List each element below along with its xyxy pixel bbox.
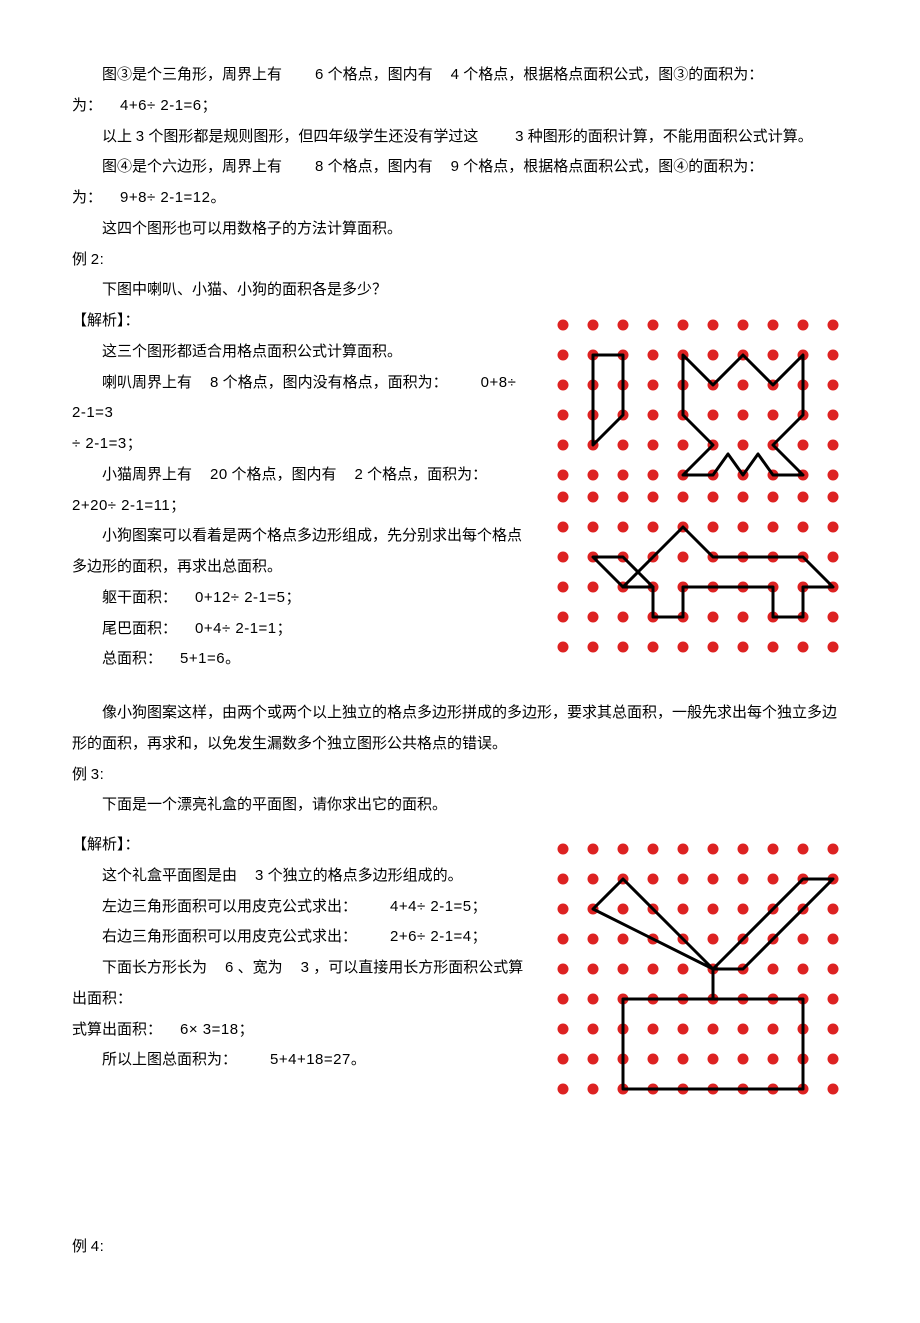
example-3-label: 例 3:	[72, 760, 848, 791]
example-2-label: 例 2:	[72, 245, 848, 276]
formula: 4+6÷ 2-1=6	[120, 97, 202, 114]
number: 3	[301, 959, 310, 976]
para-fig4-formula: 为：9+8÷ 2-1=12。	[72, 183, 848, 214]
para-note2: 这四个图形也可以用数格子的方法计算面积。	[72, 214, 848, 245]
dot-grid-figure-1	[548, 310, 848, 690]
number: 3	[515, 128, 524, 145]
text: 个格点，面积为：	[367, 467, 487, 483]
text: 、宽为	[238, 960, 283, 976]
text: 小猫周界上有	[102, 467, 192, 483]
formula: 5+4+18=27	[270, 1051, 351, 1068]
text: ；	[285, 590, 300, 606]
figure-horn-cat-dog	[548, 310, 848, 690]
text: ；	[472, 899, 487, 915]
text: 左边三角形面积可以用皮克公式求出：	[102, 899, 357, 915]
text: 。	[210, 190, 225, 206]
text: 右边三角形面积可以用皮克公式求出：	[102, 929, 357, 945]
number: 2	[354, 466, 363, 483]
text: 例	[72, 1239, 87, 1255]
text: ；	[239, 1022, 254, 1038]
text: ；	[472, 929, 487, 945]
number: 8	[210, 374, 219, 391]
text: 个格点，图内有	[231, 467, 336, 483]
text: ；	[277, 621, 292, 637]
formula: 0+4÷ 2-1=1	[195, 620, 277, 637]
text: 这个礼盒平面图是由	[102, 868, 237, 884]
text: 个格点，根据格点面积公式，图③的面积为：	[463, 67, 763, 83]
example-2-question: 下图中喇叭、小猫、小狗的面积各是多少？	[72, 275, 848, 306]
example-3-question: 下面是一个漂亮礼盒的平面图，请你求出它的面积。	[72, 790, 848, 821]
para-fig3: 图③是个三角形，周界上有 6 个格点，图内有 4 个格点，根据格点面积公式，图③的面…	[72, 60, 848, 91]
number: 3	[255, 867, 264, 884]
text: 个格点，图内没有格点，面积为：	[223, 375, 448, 391]
formula: 5+1=6	[180, 650, 225, 667]
formula: 4+4÷ 2-1=5	[390, 898, 472, 915]
text: 以上	[102, 129, 132, 145]
text: 尾巴面积：	[102, 621, 177, 637]
number: 20	[210, 466, 228, 483]
text: 躯干面积：	[102, 590, 177, 606]
text: 总面积：	[102, 651, 162, 667]
text: 。	[351, 1052, 366, 1068]
text: 。	[225, 651, 240, 667]
text: 个图形都是规则图形，但四年级学生还没有学过这	[148, 129, 478, 145]
para-fig3-formula: 为：4+6÷ 2-1=6；	[72, 91, 848, 122]
formula: 9+8÷ 2-1=12	[120, 189, 210, 206]
text: 种图形的面积计算，不能用面积公式计算。	[528, 129, 813, 145]
text: 个格点，图内有	[328, 67, 433, 83]
formula: 0+12÷ 2-1=5	[195, 589, 285, 606]
formula: 6× 3=18	[180, 1021, 239, 1038]
text: 例	[72, 767, 87, 783]
number: 2:	[91, 251, 105, 268]
formula: 2+6÷ 2-1=4	[390, 928, 472, 945]
text: 个格点，图内有	[328, 159, 433, 175]
formula: 2+20÷ 2-1=11	[72, 497, 170, 514]
number: 6	[315, 66, 324, 83]
text: ；	[127, 436, 142, 452]
number: 9	[451, 158, 460, 175]
dot-grid-figure-2	[548, 834, 848, 1104]
text: 例	[72, 252, 87, 268]
ex2-p8: 像小狗图案这样，由两个或两个以上独立的格点多边形拼成的多边形，要求其总面积，一般…	[72, 698, 848, 760]
text: 图③是个三角形，周界上有	[102, 67, 282, 83]
number: 4:	[91, 1238, 105, 1255]
text: ；	[170, 498, 185, 514]
para-note1: 以上 3 个图形都是规则图形，但四年级学生还没有学过这 3 种图形的面积计算，不…	[72, 122, 848, 153]
text: 下面长方形长为	[102, 960, 207, 976]
number: 8	[315, 158, 324, 175]
number: 3	[136, 128, 145, 145]
number: 6	[225, 959, 234, 976]
example-4-label: 例 4:	[72, 1232, 848, 1263]
text: 喇叭周界上有	[102, 375, 192, 391]
number: 3:	[91, 766, 105, 783]
text: 个格点，根据格点面积公式，图④的面积为：	[463, 159, 763, 175]
figure-giftbox	[548, 834, 848, 1104]
text: 所以上图总面积为：	[102, 1052, 237, 1068]
text: ；	[202, 98, 217, 114]
para-fig4: 图④是个六边形，周界上有 8 个格点，图内有 9 个格点，根据格点面积公式，图④的面…	[72, 152, 848, 183]
text: 图④是个六边形，周界上有	[102, 159, 282, 175]
number: 4	[451, 66, 460, 83]
text: 个独立的格点多边形组成的。	[268, 868, 463, 884]
